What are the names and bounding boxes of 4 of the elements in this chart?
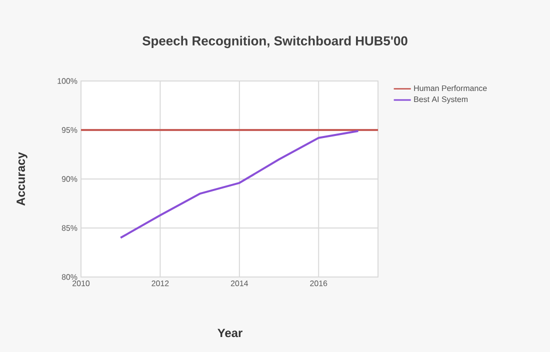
x-axis-title: Year bbox=[218, 328, 242, 338]
y-axis-title: Accuracy bbox=[16, 152, 28, 206]
chart-title: Speech Recognition, Switchboard HUB5'00 bbox=[142, 36, 408, 48]
line-series bbox=[120, 130, 360, 239]
